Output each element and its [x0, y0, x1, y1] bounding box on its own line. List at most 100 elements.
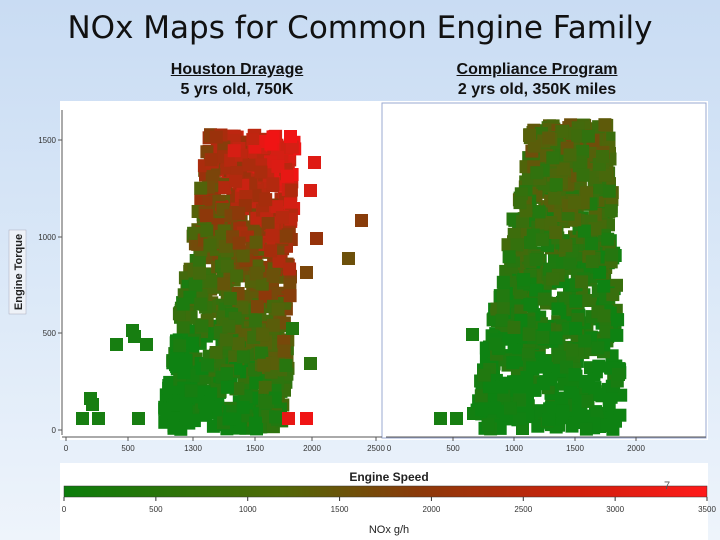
- nox-point: [284, 183, 298, 197]
- nox-point: [277, 344, 291, 358]
- nox-point: [551, 302, 565, 316]
- nox-point: [517, 273, 531, 287]
- nox-point: [200, 224, 214, 238]
- left-nox-points: [76, 128, 368, 436]
- nox-point: [217, 277, 231, 291]
- nox-point: [257, 358, 271, 372]
- nox-point: [581, 129, 595, 143]
- nox-point: [591, 341, 605, 355]
- nox-point: [264, 244, 278, 258]
- nox-point: [227, 144, 241, 158]
- nox-point: [559, 239, 573, 253]
- nox-point: [132, 412, 145, 425]
- nox-point: [513, 412, 526, 426]
- nox-point: [167, 421, 181, 435]
- nox-point: [596, 150, 609, 163]
- nox-point: [549, 178, 563, 192]
- nox-point: [284, 197, 297, 211]
- nox-point: [611, 313, 625, 327]
- nox-point: [176, 320, 190, 334]
- y-tick-label: 1500: [38, 136, 56, 145]
- nox-point: [194, 181, 208, 195]
- nox-point: [536, 331, 550, 344]
- nox-point: [220, 367, 234, 381]
- nox-point: [246, 133, 260, 147]
- nox-point: [184, 384, 198, 398]
- x-tick-label: 2500: [367, 444, 385, 453]
- nox-point: [576, 144, 590, 158]
- nox-point: [275, 210, 289, 224]
- nox-point: [466, 328, 479, 341]
- nox-point: [542, 413, 556, 427]
- nox-point: [546, 151, 560, 165]
- nox-point: [197, 371, 211, 385]
- nox-point: [236, 350, 250, 364]
- nox-point: [504, 332, 518, 346]
- nox-point: [585, 255, 599, 269]
- nox-point: [258, 289, 272, 303]
- x-tick-label: 1500: [566, 444, 584, 453]
- nox-point: [300, 412, 313, 425]
- nox-point: [604, 204, 618, 218]
- nox-point: [250, 266, 264, 280]
- nox-point: [496, 289, 510, 303]
- x-ticks: 0 500 1300 1500 2000 2500 0 500 1000 1500 2000: [64, 437, 645, 453]
- nox-point: [599, 168, 612, 182]
- x-axis-label: Engine Speed: [349, 470, 428, 484]
- y-ticks: 0 500 1000 1500: [38, 136, 62, 435]
- nox-point: [542, 131, 556, 145]
- nox-point: [283, 289, 297, 303]
- nox-point: [168, 398, 182, 412]
- nox-point: [569, 294, 583, 308]
- nox-point: [308, 156, 321, 169]
- nox-point: [110, 338, 123, 351]
- nox-point: [269, 410, 282, 424]
- nox-point: [612, 368, 625, 381]
- nox-point: [270, 200, 284, 214]
- nox-point: [482, 380, 496, 394]
- nox-point: [193, 266, 206, 280]
- nox-point: [310, 232, 323, 245]
- nox-point: [556, 404, 570, 418]
- nox-point: [558, 291, 572, 305]
- nox-point: [549, 331, 563, 345]
- nox-point: [230, 269, 244, 283]
- nox-point: [173, 339, 187, 353]
- nox-point: [565, 343, 579, 357]
- colorbar-tick-label: 1000: [239, 505, 257, 514]
- nox-point: [223, 292, 237, 305]
- nox-point: [578, 334, 592, 348]
- left-panel-heading: Houston Drayage 5 yrs old, 750K: [122, 60, 352, 100]
- nox-point: [475, 403, 489, 417]
- x-tick-label: 500: [121, 444, 135, 453]
- nox-point: [496, 302, 510, 316]
- nox-point: [283, 262, 297, 276]
- nox-point: [300, 266, 313, 279]
- nox-point: [284, 130, 297, 143]
- nox-point: [602, 184, 616, 198]
- y-axis-label: Engine Torque: [13, 234, 25, 310]
- nox-point: [282, 412, 295, 425]
- slide-number: 7: [664, 480, 671, 492]
- nox-point: [576, 168, 590, 182]
- nox-point: [544, 216, 558, 229]
- nox-point: [502, 250, 516, 264]
- nox-point: [242, 158, 256, 172]
- nox-point: [579, 422, 593, 436]
- nox-point: [601, 232, 615, 246]
- nox-point: [258, 380, 272, 394]
- nox-point: [563, 256, 577, 270]
- nox-point: [204, 153, 218, 167]
- colorbar-tick-label: 500: [149, 505, 163, 514]
- nox-point: [578, 374, 592, 388]
- x-tick-label: 500: [446, 444, 460, 453]
- nox-point: [266, 318, 280, 332]
- nox-point: [488, 337, 502, 351]
- nox-point: [569, 321, 583, 335]
- nox-point: [434, 412, 447, 425]
- nox-point: [522, 328, 536, 341]
- nox-point: [526, 361, 540, 375]
- nox-point: [556, 162, 570, 176]
- nox-point: [597, 279, 611, 293]
- nox-point: [529, 253, 543, 267]
